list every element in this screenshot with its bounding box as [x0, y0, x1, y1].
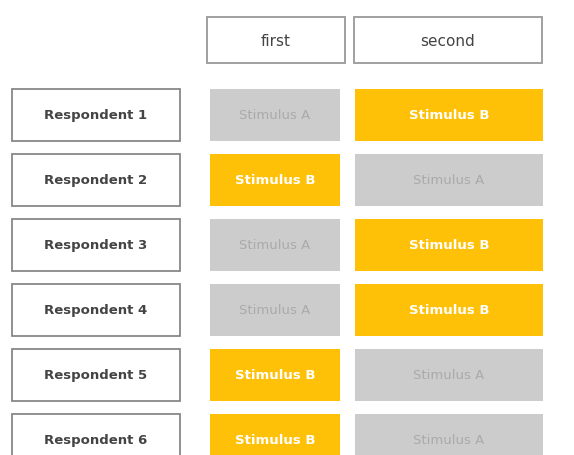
FancyBboxPatch shape	[355, 414, 543, 455]
FancyBboxPatch shape	[355, 284, 543, 336]
Text: Stimulus B: Stimulus B	[409, 304, 489, 317]
FancyBboxPatch shape	[355, 219, 543, 271]
FancyBboxPatch shape	[210, 284, 340, 336]
Text: Stimulus A: Stimulus A	[413, 434, 484, 446]
FancyBboxPatch shape	[210, 155, 340, 207]
FancyBboxPatch shape	[210, 90, 340, 142]
Text: first: first	[261, 33, 291, 48]
FancyBboxPatch shape	[12, 155, 180, 207]
FancyBboxPatch shape	[355, 349, 543, 401]
FancyBboxPatch shape	[354, 18, 542, 64]
FancyBboxPatch shape	[12, 284, 180, 336]
Text: Stimulus A: Stimulus A	[413, 369, 484, 382]
Text: Stimulus A: Stimulus A	[239, 109, 311, 122]
Text: Stimulus B: Stimulus B	[235, 369, 315, 382]
Text: Stimulus B: Stimulus B	[235, 434, 315, 446]
FancyBboxPatch shape	[210, 219, 340, 271]
FancyBboxPatch shape	[12, 414, 180, 455]
FancyBboxPatch shape	[207, 18, 345, 64]
FancyBboxPatch shape	[210, 414, 340, 455]
Text: Stimulus A: Stimulus A	[239, 239, 311, 252]
Text: Stimulus B: Stimulus B	[409, 239, 489, 252]
Text: Stimulus B: Stimulus B	[235, 174, 315, 187]
FancyBboxPatch shape	[210, 349, 340, 401]
FancyBboxPatch shape	[355, 90, 543, 142]
Text: Respondent 2: Respondent 2	[44, 174, 148, 187]
Text: Stimulus B: Stimulus B	[409, 109, 489, 122]
Text: Respondent 5: Respondent 5	[44, 369, 148, 382]
Text: Stimulus A: Stimulus A	[239, 304, 311, 317]
FancyBboxPatch shape	[355, 155, 543, 207]
FancyBboxPatch shape	[12, 349, 180, 401]
Text: Respondent 4: Respondent 4	[44, 304, 148, 317]
Text: Respondent 6: Respondent 6	[44, 434, 148, 446]
Text: Respondent 1: Respondent 1	[44, 109, 148, 122]
FancyBboxPatch shape	[12, 219, 180, 271]
Text: Stimulus A: Stimulus A	[413, 174, 484, 187]
Text: second: second	[421, 33, 475, 48]
FancyBboxPatch shape	[12, 90, 180, 142]
Text: Respondent 3: Respondent 3	[44, 239, 148, 252]
